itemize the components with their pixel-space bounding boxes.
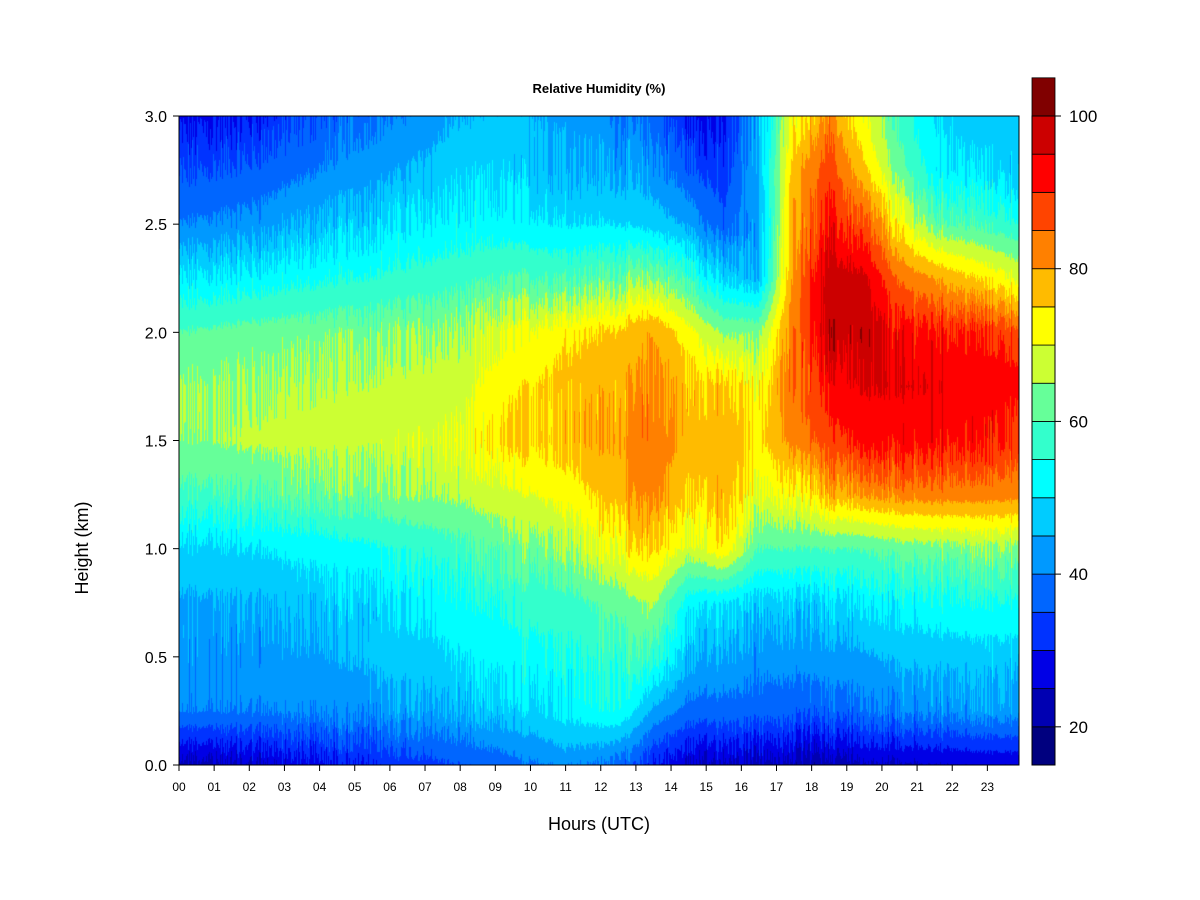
- colorbar-swatch: [1031, 153, 1056, 193]
- colorbar-tick-label: 60: [1069, 412, 1088, 431]
- y-tick-label: 0.0: [145, 758, 167, 775]
- x-tick-label: 01: [207, 780, 221, 794]
- x-tick-label: 16: [735, 780, 749, 794]
- y-axis-label: Height (km): [72, 501, 92, 594]
- colorbar-swatch: [1031, 535, 1056, 575]
- colorbar-tick-label: 100: [1069, 107, 1097, 126]
- colorbar-swatch: [1031, 230, 1056, 270]
- x-tick-label: 04: [313, 780, 327, 794]
- x-tick-label: 17: [770, 780, 784, 794]
- y-tick-label: 2.5: [145, 217, 167, 234]
- heatmap-image: [179, 116, 1019, 765]
- x-tick-label: 08: [453, 780, 467, 794]
- y-axis: 0.0 0.5 1.0 1.5 2.0 2.5 3.0: [145, 109, 179, 775]
- x-tick-label: 14: [664, 780, 678, 794]
- colorbar-swatch: [1031, 497, 1056, 537]
- y-tick-label: 3.0: [145, 109, 167, 126]
- x-tick-label: 05: [348, 780, 362, 794]
- x-tick-label: 11: [559, 780, 572, 794]
- colorbar-swatch: [1031, 459, 1056, 499]
- x-axis-label: Hours (UTC): [548, 814, 650, 834]
- y-tick-label: 1.0: [145, 542, 167, 559]
- y-tick-label: 2.0: [145, 325, 167, 342]
- colorbar-swatch: [1031, 77, 1056, 117]
- colorbar-swatch: [1031, 650, 1056, 690]
- colorbar-swatch: [1031, 688, 1056, 728]
- colorbar-swatch: [1031, 382, 1056, 422]
- x-axis: 00 01 02 03 04 05 06 07 08 09 10 11 12 13 14 15 16 17 18 19…: [172, 765, 994, 794]
- x-tick-label: 13: [629, 780, 643, 794]
- colorbar-swatch: [1031, 344, 1056, 384]
- x-tick-label: 03: [278, 780, 292, 794]
- x-tick-label: 06: [383, 780, 397, 794]
- colorbar: [1031, 77, 1056, 766]
- y-tick-label: 1.5: [145, 434, 167, 451]
- y-tick-label: 0.5: [145, 650, 167, 667]
- colorbar-swatch: [1031, 573, 1056, 613]
- x-tick-label: 18: [805, 780, 819, 794]
- x-tick-label: 21: [910, 780, 924, 794]
- x-tick-label: 22: [946, 780, 960, 794]
- x-tick-label: 10: [524, 780, 538, 794]
- x-tick-label: 20: [875, 780, 889, 794]
- colorbar-swatch: [1031, 306, 1056, 346]
- x-tick-label: 23: [981, 780, 995, 794]
- colorbar-swatch: [1031, 115, 1056, 155]
- x-tick-label: 15: [700, 780, 714, 794]
- x-tick-label: 00: [172, 780, 186, 794]
- colorbar-tick-label: 80: [1069, 260, 1088, 279]
- colorbar-tick-label: 20: [1069, 718, 1088, 737]
- colorbar-ticks: 20 40 60 80 100: [1055, 107, 1097, 737]
- colorbar-swatch: [1031, 191, 1056, 231]
- heatmap-field: [179, 116, 1019, 765]
- colorbar-swatch: [1031, 421, 1056, 460]
- colorbar-frame: [1031, 115, 1056, 766]
- chart-title: Relative Humidity (%): [533, 81, 666, 96]
- x-tick-label: 12: [594, 780, 608, 794]
- x-tick-label: 02: [243, 780, 257, 794]
- colorbar-swatch: [1031, 726, 1056, 766]
- colorbar-swatch: [1031, 611, 1056, 651]
- x-tick-label: 19: [840, 780, 854, 794]
- colorbar-swatch: [1031, 268, 1056, 308]
- x-tick-label: 07: [418, 780, 432, 794]
- x-tick-label: 09: [489, 780, 503, 794]
- colorbar-tick-label: 40: [1069, 565, 1088, 584]
